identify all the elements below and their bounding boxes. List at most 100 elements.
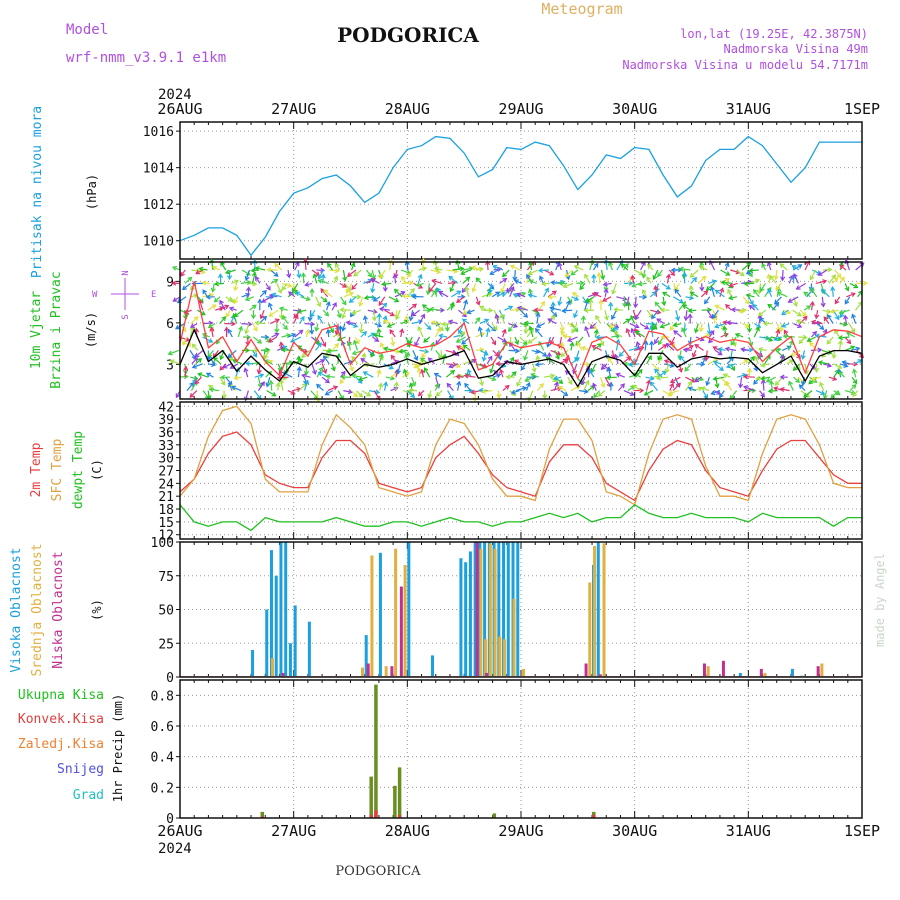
wind-arrow bbox=[567, 376, 573, 385]
wind-arrow bbox=[657, 350, 664, 361]
wind-arrow bbox=[634, 296, 637, 308]
wind-arrow bbox=[436, 269, 442, 275]
compass-e: E bbox=[151, 290, 156, 300]
wind-arrow bbox=[256, 369, 262, 375]
wind-arrow bbox=[800, 354, 806, 360]
wind-arrow bbox=[706, 309, 714, 319]
wind-arrow bbox=[826, 336, 834, 345]
cloud-bar bbox=[284, 542, 288, 677]
wind-arrow bbox=[851, 314, 857, 324]
wind-arrow bbox=[287, 269, 290, 278]
wind-arrow bbox=[786, 359, 794, 365]
wind-arrow bbox=[809, 363, 816, 370]
wind-arrow bbox=[225, 312, 231, 318]
wind-arrow bbox=[321, 363, 327, 374]
wind-arrow bbox=[271, 391, 277, 397]
wind-arrow bbox=[674, 288, 680, 294]
wind-arrow bbox=[551, 290, 557, 296]
wind-arrow bbox=[351, 373, 357, 379]
wind-arrow bbox=[270, 269, 279, 277]
wind-arrow bbox=[834, 299, 840, 305]
wind-arrow bbox=[694, 328, 699, 334]
wind-arrow bbox=[546, 342, 551, 348]
wind-arrow bbox=[523, 350, 529, 360]
wind-arrow bbox=[515, 387, 527, 392]
wind-arrow bbox=[709, 330, 715, 338]
wind-arrow bbox=[456, 290, 462, 296]
precip-frame bbox=[179, 679, 863, 819]
wind-arrow bbox=[363, 279, 372, 284]
wind-arrow bbox=[404, 315, 410, 321]
wind-arrow bbox=[550, 314, 556, 320]
x-label-top: 31AUG bbox=[726, 100, 771, 118]
wind-arrow bbox=[547, 318, 553, 323]
wind-arrow bbox=[613, 331, 619, 337]
wind-arrow bbox=[336, 313, 342, 319]
wind-arrow bbox=[591, 344, 597, 350]
wind-arrow bbox=[476, 277, 482, 284]
wind-arrow bbox=[486, 356, 493, 365]
wind-arrow bbox=[585, 297, 591, 303]
wind-arrow bbox=[859, 262, 865, 268]
wind-arrow bbox=[278, 341, 284, 347]
wind-arrow bbox=[783, 335, 795, 338]
wind-arrow bbox=[231, 386, 242, 392]
wind-arrow bbox=[311, 269, 320, 276]
wind-arrow bbox=[418, 284, 424, 289]
model-altitude: Nadmorska Visina u modelu 54.7171m bbox=[622, 58, 868, 72]
wind-arrow bbox=[418, 390, 425, 396]
cloud-unit: (%) bbox=[90, 599, 104, 621]
wind-arrow bbox=[424, 348, 430, 354]
wind-arrow bbox=[846, 339, 852, 345]
wind-arrow bbox=[654, 301, 660, 307]
wind-arrow bbox=[419, 314, 425, 324]
wind-arrow bbox=[327, 349, 338, 353]
legend-frozen-rain: Zaledj.Kisa bbox=[18, 737, 104, 752]
wind-arrow bbox=[442, 323, 452, 325]
wind-arrow bbox=[334, 263, 340, 271]
wind-arrow bbox=[380, 281, 386, 287]
wind-arrow bbox=[464, 374, 476, 378]
wind-arrow bbox=[326, 375, 335, 378]
wind-arrow bbox=[645, 323, 655, 325]
wind-arrow bbox=[363, 371, 374, 378]
wind-arrow bbox=[803, 291, 811, 298]
compass-icon: NW ES bbox=[92, 270, 156, 319]
cloud-bar bbox=[516, 542, 520, 677]
wind-arrow bbox=[298, 358, 304, 364]
wind-arrow bbox=[348, 291, 354, 297]
wind-arrow bbox=[583, 380, 589, 391]
wind-arrow bbox=[760, 392, 766, 398]
wind-arrow bbox=[401, 293, 407, 299]
wind-arrow bbox=[850, 345, 856, 351]
wind-arrow bbox=[461, 288, 467, 294]
wind-arrow bbox=[456, 345, 462, 350]
wind-arrow bbox=[195, 358, 202, 365]
wind-arrow bbox=[669, 390, 679, 395]
wind-arrow bbox=[551, 281, 561, 284]
wind-arrow bbox=[793, 323, 802, 328]
wind-arrow bbox=[603, 282, 612, 286]
wind-arrow bbox=[199, 300, 204, 311]
wind-arrow bbox=[757, 311, 763, 317]
wind-arrow bbox=[320, 336, 326, 347]
wind-arrow bbox=[372, 296, 378, 302]
wind-arrow bbox=[780, 388, 790, 392]
wind-arrow bbox=[811, 301, 814, 311]
wind-arrow bbox=[342, 283, 348, 288]
wind-arrow bbox=[839, 323, 848, 326]
wind-arrow bbox=[310, 323, 313, 334]
wind-arrow bbox=[844, 336, 851, 344]
wind-arrow bbox=[666, 343, 675, 351]
wind-arrow bbox=[346, 272, 352, 277]
wind-arrow bbox=[502, 385, 510, 392]
wind-arrow bbox=[245, 296, 255, 301]
wind-arrow bbox=[598, 390, 606, 397]
wind-arrow bbox=[472, 266, 482, 271]
wind-arrow bbox=[779, 386, 785, 392]
wind-arrow bbox=[585, 365, 591, 371]
wind-arrow bbox=[534, 361, 540, 367]
wind-arrow bbox=[571, 269, 579, 276]
wind-arrow bbox=[803, 392, 809, 398]
wind-arrow bbox=[708, 280, 717, 284]
